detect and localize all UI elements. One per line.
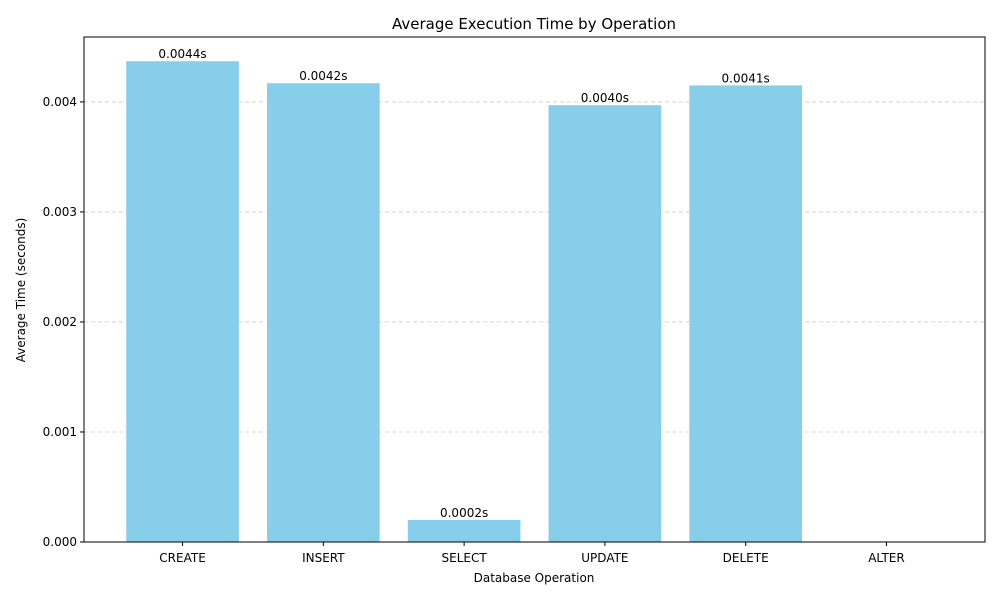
y-axis-ticks: 0.000 0.001 0.002 0.003 0.004 [43,95,84,549]
data-labels: 0.0044s 0.0042s 0.0002s 0.0040s 0.0041s [158,47,769,520]
x-tick-label: INSERT [302,551,345,565]
x-axis-ticks: CREATE INSERT SELECT UPDATE DELETE ALTER [159,542,905,565]
data-label: 0.0042s [299,69,347,83]
y-axis-label: Average Time (seconds) [14,218,28,363]
x-tick-label: DELETE [723,551,769,565]
bars [126,61,802,543]
y-tick-label: 0.002 [43,315,77,329]
plot-frame [83,36,986,543]
chart-title: Average Execution Time by Operation [392,15,676,33]
bar-insert [267,83,380,542]
bar-create [126,61,239,542]
x-axis-label: Database Operation [474,571,595,585]
data-label: 0.0002s [440,506,488,520]
bar-select [407,519,521,542]
y-tick-label: 0.000 [43,535,77,549]
x-tick-label: UPDATE [581,551,628,565]
y-tick-label: 0.001 [43,425,77,439]
x-tick-label: SELECT [442,551,488,565]
x-tick-label: CREATE [159,551,206,565]
data-label: 0.0041s [722,71,770,85]
data-label: 0.0044s [158,47,206,61]
data-label: 0.0040s [581,91,629,105]
x-tick-label: ALTER [868,551,905,565]
y-tick-label: 0.003 [43,205,77,219]
bar-update [548,105,662,543]
y-tick-label: 0.004 [43,95,77,109]
bar-delete [689,85,802,543]
